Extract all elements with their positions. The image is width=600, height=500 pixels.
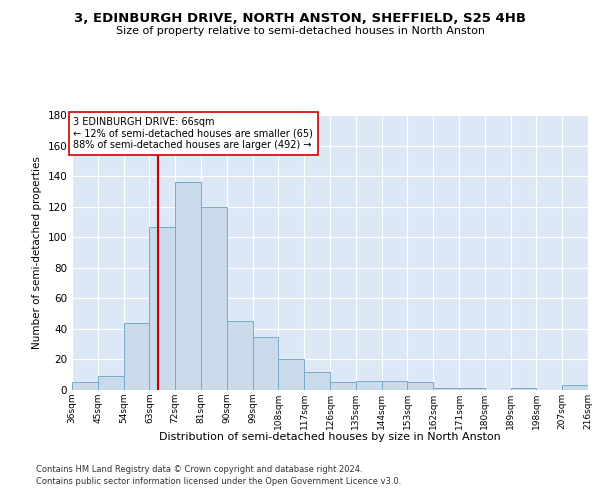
Bar: [175, 182, 201, 390]
Text: Distribution of semi-detached houses by size in North Anston: Distribution of semi-detached houses by …: [159, 432, 501, 442]
Bar: [227, 322, 253, 390]
Bar: [124, 323, 149, 390]
Bar: [356, 381, 382, 390]
Text: Contains HM Land Registry data © Crown copyright and database right 2024.: Contains HM Land Registry data © Crown c…: [36, 465, 362, 474]
Text: 3, EDINBURGH DRIVE, NORTH ANSTON, SHEFFIELD, S25 4HB: 3, EDINBURGH DRIVE, NORTH ANSTON, SHEFFI…: [74, 12, 526, 26]
Bar: [278, 360, 304, 390]
Bar: [562, 386, 588, 390]
Text: Size of property relative to semi-detached houses in North Anston: Size of property relative to semi-detach…: [115, 26, 485, 36]
Bar: [330, 382, 356, 390]
Bar: [433, 388, 459, 390]
Bar: [72, 382, 98, 390]
Bar: [459, 388, 485, 390]
Bar: [407, 382, 433, 390]
Bar: [253, 336, 278, 390]
Bar: [304, 372, 330, 390]
Bar: [98, 376, 124, 390]
Text: 3 EDINBURGH DRIVE: 66sqm
← 12% of semi-detached houses are smaller (65)
88% of s: 3 EDINBURGH DRIVE: 66sqm ← 12% of semi-d…: [73, 116, 313, 150]
Bar: [201, 206, 227, 390]
Bar: [149, 226, 175, 390]
Bar: [382, 381, 407, 390]
Text: Contains public sector information licensed under the Open Government Licence v3: Contains public sector information licen…: [36, 477, 401, 486]
Y-axis label: Number of semi-detached properties: Number of semi-detached properties: [32, 156, 42, 349]
Bar: [511, 388, 536, 390]
